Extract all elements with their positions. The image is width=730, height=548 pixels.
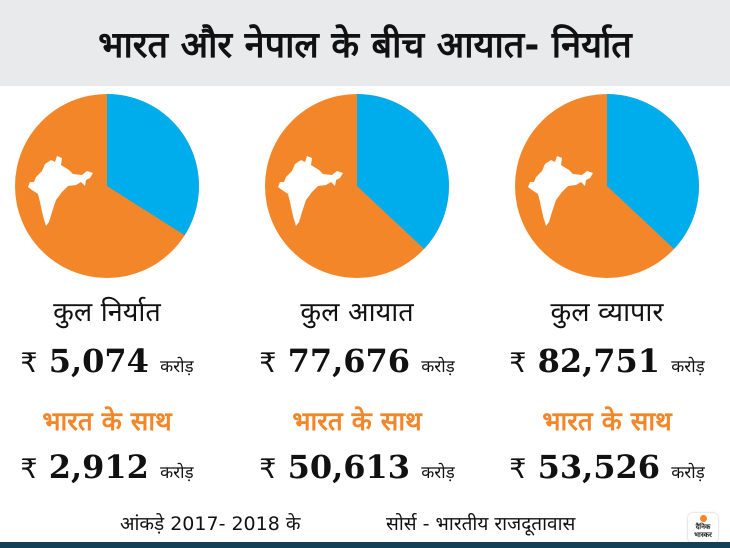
pie-slice-other	[107, 94, 199, 236]
india-map-icon	[528, 156, 593, 226]
india-map-icon	[28, 156, 93, 226]
pie-label: कुल आयात	[300, 297, 414, 328]
with-india-label: भारत के साथ	[542, 407, 672, 437]
source-note: सोर्स - भारतीय राजदूतावास	[386, 513, 576, 535]
with-india-label: भारत के साथ	[42, 407, 172, 437]
pie-slice-other	[357, 94, 449, 249]
pie-chart	[265, 94, 449, 278]
pie-panel: कुल निर्यात ₹ 5,074 करोड़ भारत के साथ ₹ …	[0, 86, 232, 486]
dainik-bhaskar-logo: दैनिक भास्कर	[688, 513, 718, 543]
total-value: ₹ 82,751 करोड़	[509, 342, 705, 380]
pie-label: कुल निर्यात	[53, 297, 161, 328]
page-title: भारत और नेपाल के बीच आयात- निर्यात	[0, 0, 730, 86]
bottom-bar	[0, 542, 730, 548]
total-value: ₹ 5,074 करोड़	[20, 342, 194, 380]
with-india-value: ₹ 50,613 करोड़	[259, 448, 455, 486]
pie-panel: कुल आयात ₹ 77,676 करोड़ भारत के साथ ₹ 50…	[232, 86, 482, 486]
india-map-icon	[278, 156, 343, 226]
with-india-value: ₹ 53,526 करोड़	[509, 448, 705, 486]
pie-label: कुल व्यापार	[550, 297, 664, 328]
pie-chart	[15, 94, 199, 278]
pie-panel: कुल व्यापार ₹ 82,751 करोड़ भारत के साथ ₹…	[482, 86, 730, 486]
with-india-label: भारत के साथ	[292, 407, 422, 437]
total-value: ₹ 77,676 करोड़	[259, 342, 455, 380]
with-india-value: ₹ 2,912 करोड़	[20, 448, 194, 486]
data-year-note: आंकड़े 2017- 2018 के	[120, 513, 301, 535]
pie-chart	[515, 94, 699, 278]
pie-slice-other	[607, 94, 699, 249]
